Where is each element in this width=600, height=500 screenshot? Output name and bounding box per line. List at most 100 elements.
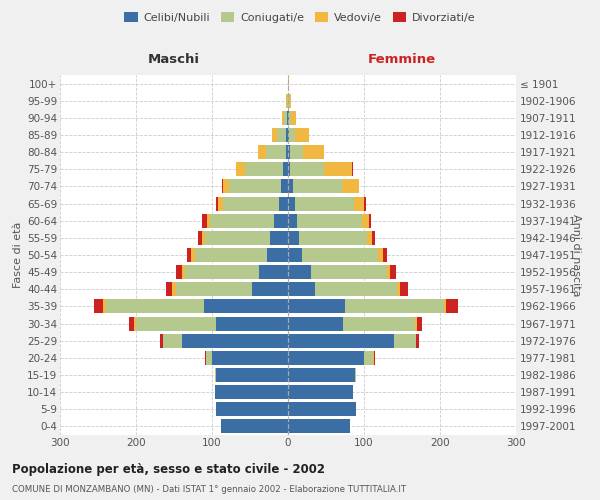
Bar <box>259 265 288 279</box>
Bar <box>288 196 295 210</box>
Bar <box>202 231 205 245</box>
Bar <box>373 351 374 365</box>
Bar <box>284 111 287 125</box>
Bar <box>287 111 288 125</box>
Bar <box>302 248 377 262</box>
Bar <box>343 316 415 330</box>
Bar <box>387 265 390 279</box>
Bar <box>210 214 274 228</box>
Bar <box>446 300 458 314</box>
Bar <box>288 111 289 125</box>
Bar <box>288 368 355 382</box>
Bar <box>288 128 289 142</box>
Bar <box>288 145 290 159</box>
Bar <box>288 94 289 108</box>
Bar <box>390 265 396 279</box>
Bar <box>277 128 286 142</box>
Bar <box>354 196 364 210</box>
Bar <box>191 248 194 262</box>
Bar <box>290 162 325 176</box>
Bar <box>194 248 267 262</box>
Bar <box>377 248 383 262</box>
Bar <box>288 300 345 314</box>
Y-axis label: Anni di nascita: Anni di nascita <box>571 214 581 296</box>
Bar <box>444 300 446 314</box>
Bar <box>291 111 296 125</box>
Bar <box>290 145 303 159</box>
Bar <box>288 385 353 399</box>
Bar <box>345 300 444 314</box>
Bar <box>394 334 416 347</box>
Bar <box>187 248 191 262</box>
Bar <box>129 316 134 330</box>
Bar <box>251 282 288 296</box>
Text: Popolazione per età, sesso e stato civile - 2002: Popolazione per età, sesso e stato civil… <box>12 462 325 475</box>
Bar <box>288 316 343 330</box>
Bar <box>176 265 182 279</box>
Bar <box>303 145 324 159</box>
Bar <box>417 316 422 330</box>
Bar <box>270 231 288 245</box>
Bar <box>295 196 354 210</box>
Bar <box>397 282 400 296</box>
Bar <box>400 282 408 296</box>
Bar <box>288 351 364 365</box>
Bar <box>223 196 279 210</box>
Bar <box>286 128 288 142</box>
Bar <box>272 128 277 142</box>
Bar <box>216 196 218 210</box>
Bar <box>197 231 202 245</box>
Bar <box>216 316 288 330</box>
Bar <box>206 214 210 228</box>
Bar <box>355 368 356 382</box>
Bar <box>176 282 251 296</box>
Bar <box>288 282 316 296</box>
Bar <box>229 180 281 194</box>
Text: Maschi: Maschi <box>148 54 200 66</box>
Bar <box>172 282 176 296</box>
Bar <box>416 334 419 347</box>
Bar <box>288 214 297 228</box>
Bar <box>316 282 397 296</box>
Bar <box>311 265 387 279</box>
Bar <box>215 385 288 399</box>
Bar <box>223 180 229 194</box>
Bar <box>362 214 368 228</box>
Bar <box>297 214 362 228</box>
Bar <box>283 162 288 176</box>
Bar <box>245 162 283 176</box>
Bar <box>202 214 206 228</box>
Bar <box>286 94 287 108</box>
Bar <box>222 180 223 194</box>
Bar <box>221 420 288 434</box>
Bar <box>205 351 206 365</box>
Bar <box>288 180 293 194</box>
Bar <box>236 162 245 176</box>
Bar <box>293 180 342 194</box>
Text: Femmine: Femmine <box>368 54 436 66</box>
Bar <box>205 300 288 314</box>
Bar <box>295 128 308 142</box>
Bar <box>279 196 288 210</box>
Bar <box>288 402 356 416</box>
Bar <box>185 265 259 279</box>
Bar <box>289 111 291 125</box>
Bar <box>288 231 299 245</box>
Bar <box>282 111 284 125</box>
Bar <box>288 76 289 90</box>
Bar <box>160 334 163 347</box>
Bar <box>299 231 367 245</box>
Bar <box>103 300 106 314</box>
Bar <box>266 145 286 159</box>
Bar <box>415 316 417 330</box>
Bar <box>94 300 103 314</box>
Bar <box>289 94 291 108</box>
Bar <box>288 162 290 176</box>
Bar <box>182 265 185 279</box>
Bar <box>216 402 288 416</box>
Bar <box>368 214 371 228</box>
Bar <box>352 162 353 176</box>
Legend: Celibi/Nubili, Coniugati/e, Vedovi/e, Divorziati/e: Celibi/Nubili, Coniugati/e, Vedovi/e, Di… <box>120 8 480 28</box>
Bar <box>163 334 182 347</box>
Y-axis label: Fasce di età: Fasce di età <box>13 222 23 288</box>
